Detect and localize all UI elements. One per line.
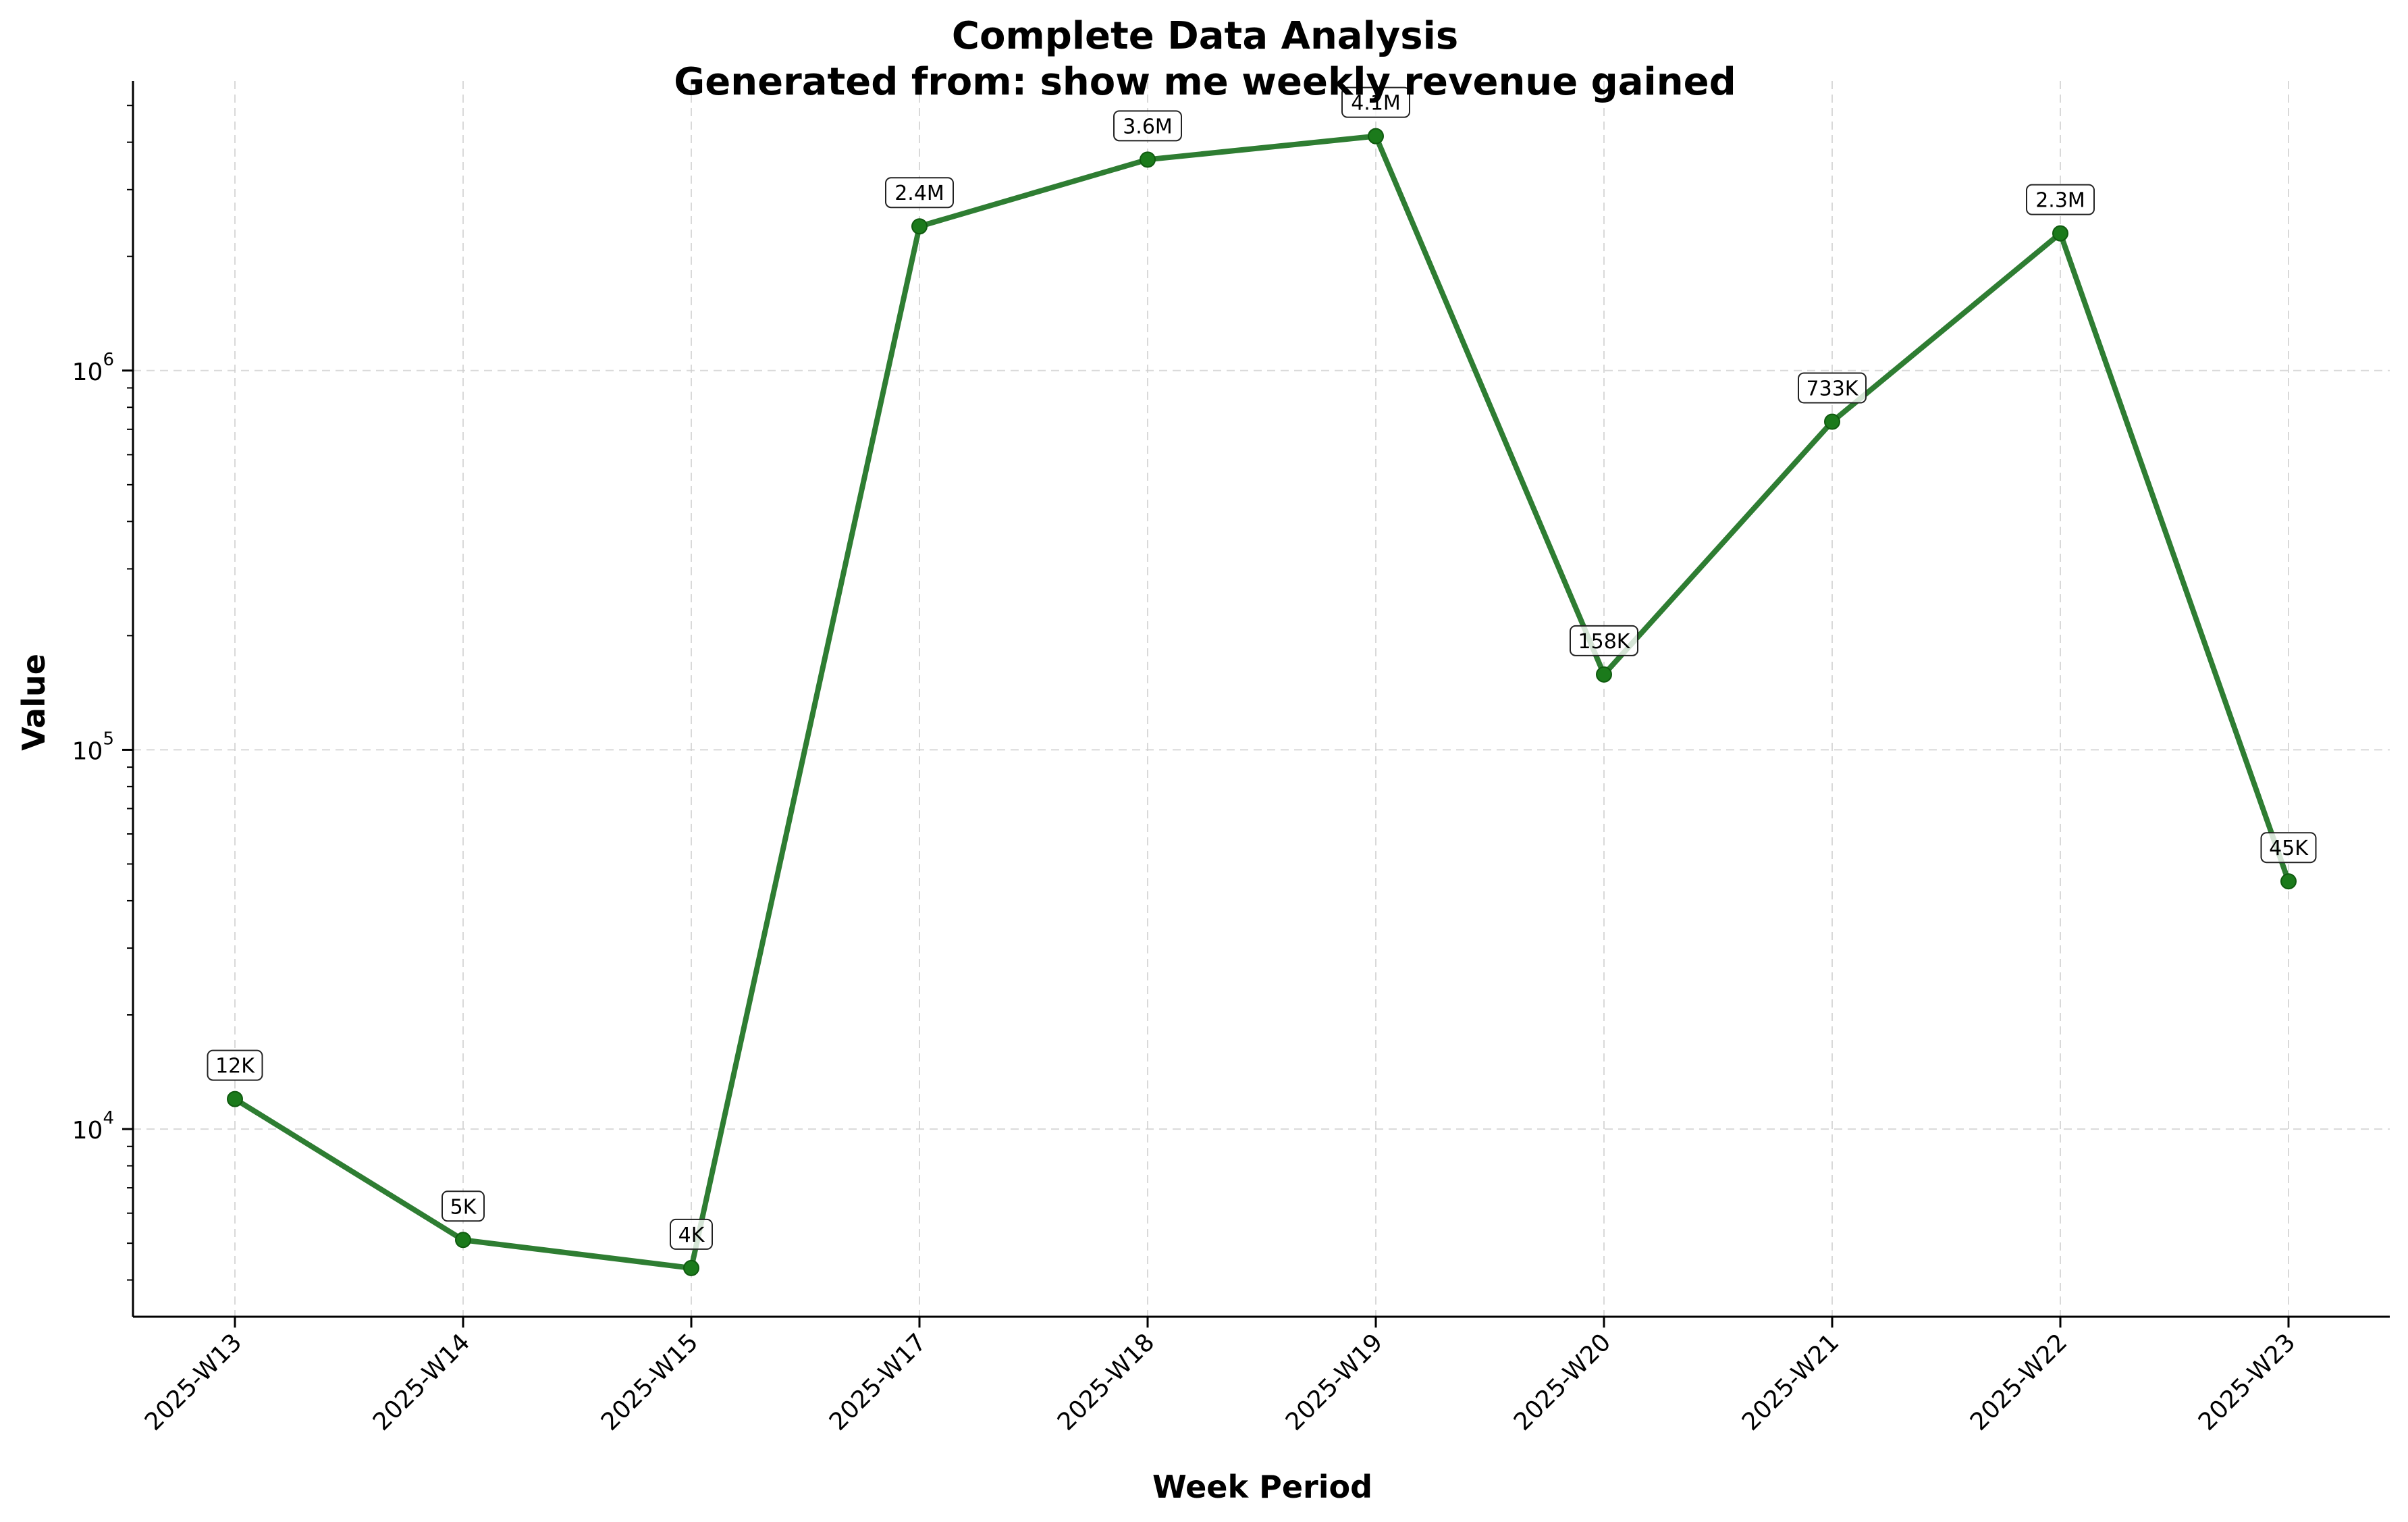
data-label-box (442, 1190, 485, 1222)
data-label-box (2260, 832, 2317, 864)
x-tick-label: 2025-W23 (2193, 1328, 2301, 1436)
x-tick-label: 2025-W13 (140, 1328, 247, 1436)
data-label-box (1341, 86, 1410, 118)
x-tick-label: 2025-W21 (1737, 1328, 1844, 1436)
data-label: 733K (1807, 377, 1859, 401)
data-point (455, 1232, 471, 1249)
x-tick-label: 2025-W18 (1052, 1328, 1160, 1436)
data-label-box (1113, 110, 1182, 142)
data-label-box (2026, 184, 2095, 215)
data-point (2052, 225, 2068, 242)
data-label: 12K (215, 1055, 255, 1078)
data-label-box (670, 1218, 713, 1250)
data-point (1824, 413, 1840, 430)
data-label: 158K (1578, 630, 1631, 654)
data-label: 3.6M (1123, 115, 1173, 138)
y-tick-label: 104 (72, 1108, 114, 1145)
data-label-box (885, 177, 954, 209)
data-point (227, 1091, 243, 1107)
x-ticks: 2025-W13 2025-W14 2025-W15 2025-W17 2025-W18… (140, 1317, 2301, 1436)
x-tick-label: 2025-W19 (1281, 1328, 1388, 1436)
data-label-box (1798, 372, 1867, 404)
data-point (683, 1259, 699, 1276)
grid-lines (133, 81, 2390, 1317)
x-tick-label: 2025-W22 (1965, 1328, 2072, 1436)
data-label: 5K (450, 1195, 477, 1219)
data-label: 45K (2269, 837, 2309, 860)
data-labels: 12K 5K 4K 2.4M 3.6M 4.1M 158K 733K 2.3M 45K (207, 86, 2317, 1250)
data-point (1368, 128, 1384, 145)
x-tick-label: 2025-W20 (1509, 1328, 1616, 1436)
data-label: 4.1M (1351, 92, 1401, 115)
x-tick-label: 2025-W14 (368, 1328, 475, 1436)
chart-subtitle: Generated from: show me weekly revenue g… (674, 60, 1736, 104)
data-label: 2.4M (894, 182, 944, 205)
x-tick-label: 2025-W17 (824, 1328, 932, 1436)
data-label: 2.3M (2035, 189, 2085, 213)
data-point (911, 218, 928, 235)
axes (132, 81, 2390, 1318)
data-label-box (207, 1049, 263, 1081)
data-point (2280, 873, 2297, 890)
x-tick-label: 2025-W15 (596, 1328, 703, 1436)
data-point (1140, 151, 1156, 168)
y-ticks: 104 105 106 (72, 105, 133, 1281)
x-axis-label: Week Period (1152, 1469, 1372, 1505)
chart-title: Complete Data Analysis (952, 14, 1458, 58)
series-layer (227, 128, 2297, 1276)
data-point (1596, 666, 1612, 683)
y-tick-label: 105 (72, 729, 114, 765)
data-label: 4K (678, 1224, 705, 1247)
series-line (232, 133, 2291, 1271)
y-axis-label: Value (16, 654, 52, 751)
y-tick-label: 106 (72, 350, 114, 386)
data-label-box (1570, 625, 1638, 656)
